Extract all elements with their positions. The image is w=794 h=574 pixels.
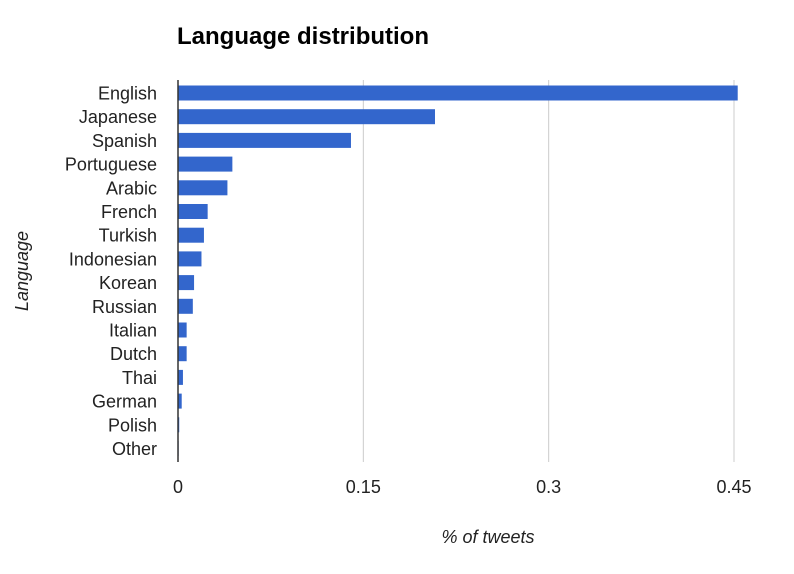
bar bbox=[178, 227, 204, 243]
x-tick-label: 0 bbox=[173, 477, 183, 497]
bar bbox=[178, 109, 435, 125]
bar bbox=[178, 85, 738, 101]
bar bbox=[178, 346, 187, 362]
category-label: Arabic bbox=[106, 178, 157, 198]
category-label: English bbox=[98, 84, 157, 104]
bar bbox=[178, 369, 183, 385]
bar bbox=[178, 298, 193, 314]
category-label: Russian bbox=[92, 297, 157, 317]
x-tick-label: 0.3 bbox=[536, 477, 561, 497]
category-label: Italian bbox=[109, 321, 157, 341]
category-label: French bbox=[101, 202, 157, 222]
bar bbox=[178, 180, 228, 196]
bar bbox=[178, 132, 351, 148]
category-label: Turkish bbox=[99, 226, 157, 246]
category-label: Thai bbox=[122, 368, 157, 388]
category-label: Korean bbox=[99, 273, 157, 293]
chart-title: Language distribution bbox=[177, 23, 429, 50]
category-label: Japanese bbox=[79, 107, 157, 127]
bar bbox=[178, 251, 202, 267]
bar bbox=[178, 275, 195, 291]
category-label: Dutch bbox=[110, 344, 157, 364]
x-tick-label: 0.15 bbox=[346, 477, 381, 497]
category-label: Portuguese bbox=[65, 155, 157, 175]
x-axis-title: % of tweets bbox=[441, 527, 534, 547]
category-label: German bbox=[92, 392, 157, 412]
bar bbox=[178, 204, 208, 219]
bars bbox=[178, 85, 738, 456]
gridlines bbox=[362, 80, 735, 462]
category-label: Polish bbox=[108, 415, 157, 435]
y-axis-title: Language bbox=[12, 231, 32, 311]
category-label: Other bbox=[112, 439, 157, 459]
category-label: Indonesian bbox=[69, 249, 157, 269]
bar bbox=[178, 322, 187, 338]
category-labels: English Japanese Spanish Portuguese Arabic Fr… bbox=[65, 84, 157, 460]
x-tick-label: 0.45 bbox=[716, 477, 751, 497]
x-tick-labels: 0 0.15 0.3 0.45 bbox=[173, 477, 752, 497]
bar bbox=[178, 393, 182, 409]
category-label: Spanish bbox=[92, 131, 157, 151]
bar bbox=[178, 156, 233, 172]
